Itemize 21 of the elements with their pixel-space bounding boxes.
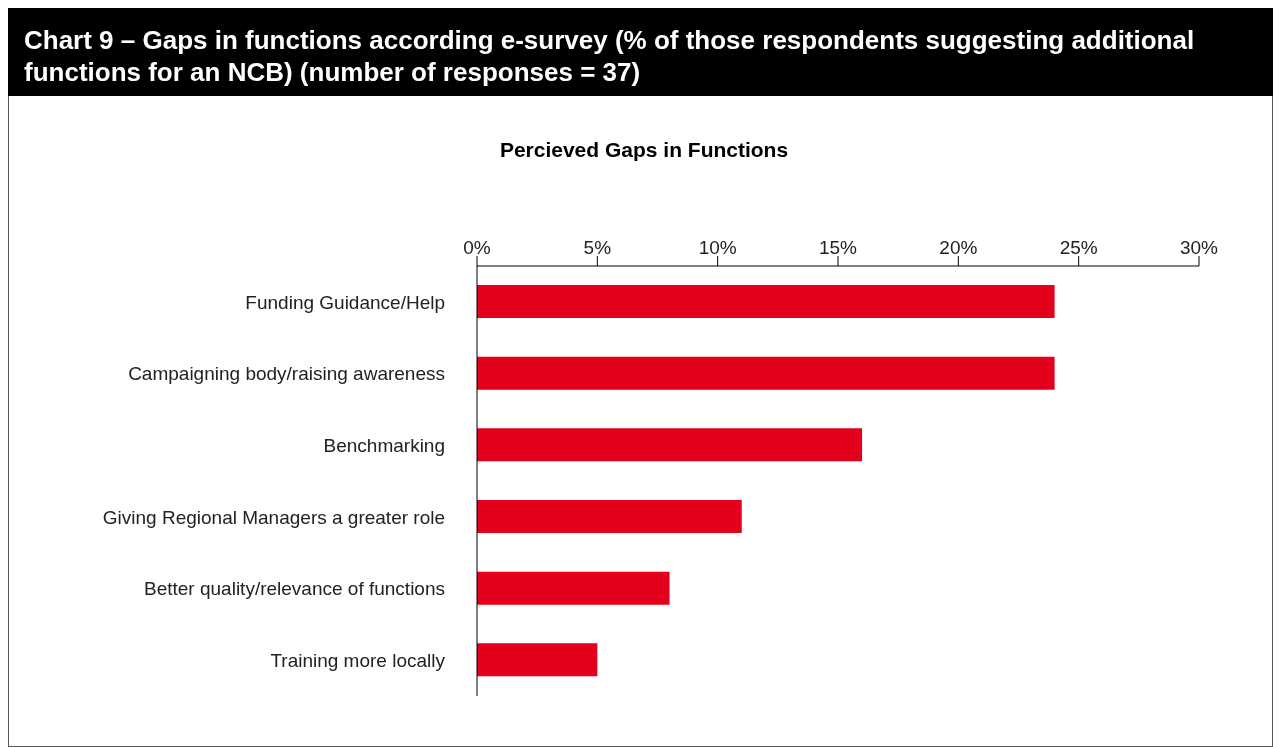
x-tick-label: 20%	[939, 237, 978, 258]
bar	[477, 356, 1055, 390]
bar	[477, 643, 598, 677]
x-tick-label: 15%	[818, 237, 858, 258]
bar	[477, 500, 742, 533]
x-tick-label: 10%	[698, 237, 737, 258]
x-tick-label: 30%	[1179, 237, 1219, 258]
chart-title: Chart 9 – Gaps in functions according e-survey (% of those respondents suggesting additional functions for an NCB) (number of responses = 37)	[8, 8, 1273, 96]
y-tick-label: Giving Regional Managers a greater role	[102, 506, 445, 528]
x-tick-label: 0%	[463, 237, 491, 258]
bar	[477, 571, 670, 605]
bar	[477, 285, 1055, 318]
x-tick-label: 25%	[1059, 237, 1098, 258]
y-tick-label: Campaigning body/raising awareness	[128, 363, 445, 385]
y-tick-label: Training more locally	[270, 649, 446, 671]
y-tick-label: Better quality/relevance of functions	[143, 578, 445, 600]
y-tick-label: Benchmarking	[323, 434, 445, 456]
x-tick-label: 5%	[583, 237, 612, 258]
bar	[477, 428, 863, 462]
y-tick-label: Funding Guidance/Help	[245, 291, 445, 313]
chart-subtitle: Percieved Gaps in Functions	[498, 138, 790, 162]
